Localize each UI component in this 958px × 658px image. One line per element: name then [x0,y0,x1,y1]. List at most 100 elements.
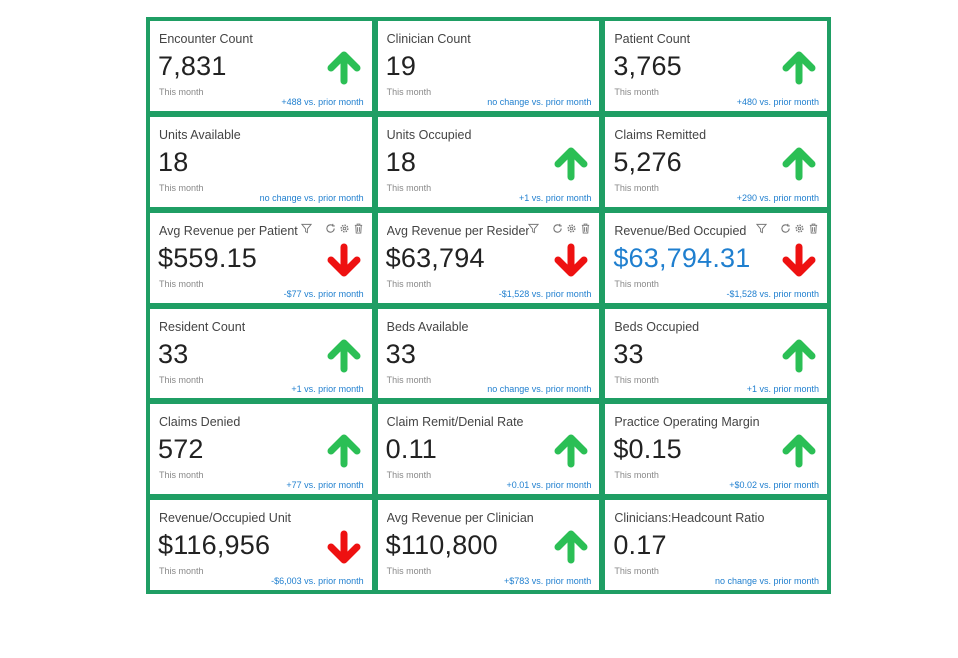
kpi-card-title: Patient Count [614,32,691,46]
kpi-card-period: This month [614,87,659,97]
kpi-card-change: +1 vs. prior month [291,384,364,395]
arrow-up-icon [327,434,361,468]
kpi-card-change: +488 vs. prior month [281,96,364,107]
refresh-icon[interactable] [780,223,791,234]
arrow-up-icon [554,147,588,181]
kpi-card-units-available[interactable]: Units Available 18 This month no change vs.… [150,116,372,207]
gear-icon[interactable] [566,223,577,234]
kpi-card-value: 3,765 [613,51,682,81]
kpi-card-title: Beds Occupied [614,319,700,334]
kpi-card-encounter-count[interactable]: Encounter Count 7,831 This month +488 vs. p… [150,21,372,111]
arrow-up-icon [554,530,588,564]
kpi-card-title: Encounter Count [159,32,253,46]
kpi-card-resident-count[interactable]: Resident Count 33 This month +1 vs. prior m… [150,308,372,399]
kpi-card-value: 5,276 [613,146,682,177]
arrow-up-icon [782,147,816,181]
arrow-up-icon [782,339,816,372]
kpi-card-period: This month [159,566,204,577]
kpi-card-change: +77 vs. prior month [286,480,364,491]
kpi-card-avg-revenue-per-clinician[interactable]: Avg Revenue per Clinician $110,800 This mo… [377,500,600,590]
kpi-card-value: 18 [158,146,189,177]
trash-icon[interactable] [353,223,364,234]
card-toolbar [300,223,364,234]
kpi-card-value: 0.11 [385,434,438,465]
kpi-card-patient-count[interactable]: Patient Count 3,765 This month +480 vs. pri… [605,21,827,111]
kpi-card-title: Claims Remitted [614,127,707,142]
kpi-card-change: +$0.02 vs. prior month [729,480,819,491]
kpi-card-units-occupied[interactable]: Units Occupied 18 This month +1 vs. prior m… [377,116,600,207]
arrow-down-icon [327,243,361,277]
kpi-card-revenue-occupied-unit[interactable]: Revenue/Occupied Unit $116,956 This month -… [150,500,372,590]
kpi-card-period: This month [614,566,659,577]
kpi-card-period: This month [614,374,659,385]
kpi-card-value: $559.15 [158,242,257,273]
kpi-card-title: Revenue/Bed Occupied [614,223,747,238]
kpi-card-title: Avg Revenue per Clinician [386,511,534,526]
kpi-card-title: Clinicians:Headcount Ratio [614,511,765,526]
kpi-card-period: This month [159,470,204,481]
refresh-icon[interactable] [552,223,563,234]
kpi-card-value: 33 [158,338,189,369]
kpi-card-change: +480 vs. prior month [736,96,819,107]
kpi-card-change: no change vs. prior month [714,576,819,586]
gear-icon[interactable] [794,223,805,234]
kpi-card-beds-available[interactable]: Beds Available 33 This month no change vs. … [377,308,600,399]
kpi-card-change: +290 vs. prior month [736,192,819,203]
card-toolbar [756,223,819,234]
kpi-card-value: 18 [385,146,417,177]
kpi-card-clinician-count[interactable]: Clinician Count 19 This month no change vs.… [377,21,600,111]
kpi-card-title: Revenue/Occupied Unit [159,511,292,526]
kpi-card-title: Clinician Count [386,32,471,46]
kpi-card-title: Claim Remit/Denial Rate [386,415,524,430]
arrow-down-icon [554,243,588,277]
kpi-card-beds-occupied[interactable]: Beds Occupied 33 This month +1 vs. prior mo… [605,308,827,399]
kpi-card-change: +0.01 vs. prior month [506,480,592,491]
kpi-card-period: This month [386,374,432,385]
kpi-card-change: +$783 vs. prior month [504,576,592,586]
kpi-card-value: 33 [385,338,417,369]
refresh-icon[interactable] [325,223,336,234]
kpi-card-change: no change vs. prior month [487,96,592,107]
kpi-card-title: Units Available [159,127,241,142]
kpi-card-title: Resident Count [159,319,246,334]
kpi-card-value: $0.15 [613,434,682,465]
kpi-card-period: This month [614,182,659,193]
kpi-card-period: This month [386,278,432,289]
kpi-card-claims-denied[interactable]: Claims Denied 572 This month +77 vs. prior … [150,404,372,495]
kpi-card-period: This month [386,182,432,193]
kpi-card-title: Claims Denied [159,415,241,430]
arrow-down-icon [327,530,361,564]
arrow-up-icon [782,51,816,85]
kpi-card-title: Practice Operating Margin [614,415,760,430]
trash-icon[interactable] [580,223,591,234]
kpi-card-period: This month [159,278,204,289]
kpi-card-change: no change vs. prior month [487,384,592,395]
arrow-up-icon [327,51,361,85]
gear-icon[interactable] [339,223,350,234]
kpi-card-title: Avg Revenue per Resident [386,223,529,238]
filter-icon[interactable] [756,223,767,234]
trash-icon[interactable] [808,223,819,234]
kpi-card-change: +1 vs. prior month [746,384,819,395]
kpi-card-change: -$6,003 vs. prior month [271,576,364,586]
arrow-up-icon [327,339,361,372]
kpi-card-value: 19 [385,51,417,81]
kpi-card-period: This month [614,278,659,289]
kpi-card-value: 33 [613,338,644,369]
kpi-card-period: This month [386,87,432,97]
kpi-card-title: Units Occupied [386,127,472,142]
kpi-card-change: no change vs. prior month [259,192,364,203]
filter-icon[interactable] [300,223,312,234]
filter-icon[interactable] [528,223,540,234]
kpi-card-claims-remitted[interactable]: Claims Remitted 5,276 This month +290 vs. p… [605,116,827,207]
kpi-card-avg-revenue-per-patient[interactable]: Avg Revenue per Patient $559.15 This month… [150,212,372,303]
kpi-card-practice-operating-margin[interactable]: Practice Operating Margin $0.15 This month… [605,404,827,495]
kpi-card-avg-revenue-per-resident[interactable]: Avg Revenue per Resident $63,794 This mont… [377,212,600,303]
kpi-card-revenue-bed-occupied[interactable]: Revenue/Bed Occupied $63,794.31 This month… [605,212,827,303]
kpi-card-change: -$1,528 vs. prior month [498,288,592,299]
kpi-card-value: 7,831 [158,51,227,81]
card-toolbar [528,223,591,234]
kpi-card-change: +1 vs. prior month [519,192,592,203]
kpi-card-claim-remit-denial-rate[interactable]: Claim Remit/Denial Rate 0.11 This month +0.… [377,404,600,495]
kpi-card-clinicians-headcount-ratio[interactable]: Clinicians:Headcount Ratio 0.17 This month… [605,500,827,590]
